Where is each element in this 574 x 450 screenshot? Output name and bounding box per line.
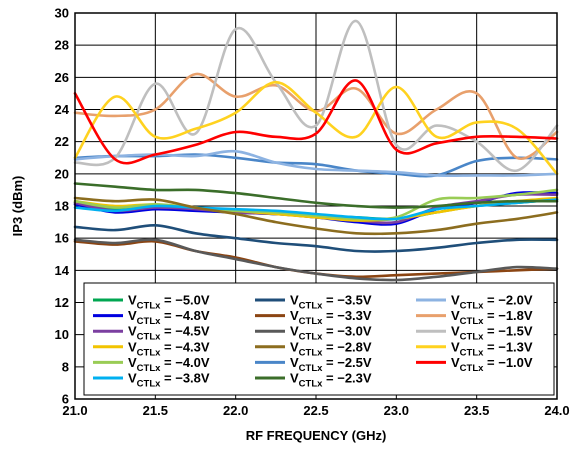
legend-entry: VCTLx = −4.5V: [128, 324, 210, 343]
legend-entry: VCTLx = −3.5V: [290, 293, 372, 312]
x-tick-label: 22.5: [303, 403, 328, 418]
series-line: [73, 182, 559, 209]
legend-entry: VCTLx = −1.3V: [451, 339, 533, 358]
series-line: [73, 80, 559, 176]
legend-entry: VCTLx = −2.0V: [451, 293, 533, 312]
legend-entry: VCTLx = −1.8V: [451, 308, 533, 327]
y-tick-label: 12: [55, 295, 69, 310]
x-tick-label: 23.5: [464, 403, 489, 418]
x-axis-label: RF FREQUENCY (GHz): [246, 428, 387, 443]
legend-entry: VCTLx = −4.3V: [128, 339, 210, 358]
series-line: [73, 72, 559, 160]
x-tick-label: 22.0: [223, 403, 248, 418]
y-tick-label: 6: [62, 392, 69, 407]
series-line: [73, 223, 559, 253]
legend-entry: VCTLx = −5.0V: [128, 293, 210, 312]
legend-entry: VCTLx = −2.8V: [290, 339, 372, 358]
legend-entry: VCTLx = −1.0V: [451, 355, 533, 374]
y-tick-label: 10: [55, 327, 69, 342]
x-tick-label: 23.0: [384, 403, 409, 418]
plot-frame: [74, 12, 558, 400]
x-tick-label: 21.0: [62, 403, 87, 418]
y-tick-label: 16: [55, 231, 69, 246]
series-lines: [73, 19, 559, 282]
series-line: [73, 188, 559, 221]
series-line: [73, 238, 559, 282]
x-tick-labels: 21.0 21.5 22.0 22.5 23.0 23.5 24.0: [62, 403, 569, 418]
legend-entry: VCTLx = −3.3V: [290, 308, 372, 327]
series-line: [73, 19, 559, 172]
y-tick-label: 30: [55, 6, 69, 21]
series-line: [73, 196, 559, 236]
legend-entry: VCTLx = −1.5V: [451, 324, 533, 343]
y-tick-label: 22: [55, 134, 69, 149]
y-tick-label: 20: [55, 166, 69, 181]
y-tick-label: 8: [62, 359, 69, 374]
legend-box: [83, 282, 555, 396]
y-tick-label: 26: [55, 70, 69, 85]
y-tick-label: 28: [55, 38, 69, 53]
y-tick-label: 24: [55, 102, 70, 117]
legend-entry: VCTLx = −3.8V: [128, 371, 210, 390]
legend-entry: VCTLx = −2.5V: [290, 355, 372, 374]
series-line: [73, 198, 559, 221]
y-axis-label: IP3 (dBm): [10, 176, 25, 237]
y-tick-label: 14: [55, 263, 70, 278]
legend-entry: VCTLx = −3.0V: [290, 324, 372, 343]
x-tick-label: 24.0: [544, 403, 569, 418]
y-tick-label: 18: [55, 199, 69, 214]
x-tick-label: 21.5: [143, 403, 168, 418]
legend-entry: VCTLx = −4.0V: [128, 355, 210, 374]
series-line: [73, 153, 559, 178]
legend-entry: VCTLx = −4.8V: [128, 308, 210, 327]
y-tick-labels: 6 8 10 12 14 16 18 20 22 24 26 28 30: [55, 6, 70, 407]
series-line: [73, 79, 559, 165]
legend-entry: VCTLx = −2.3V: [290, 371, 372, 390]
